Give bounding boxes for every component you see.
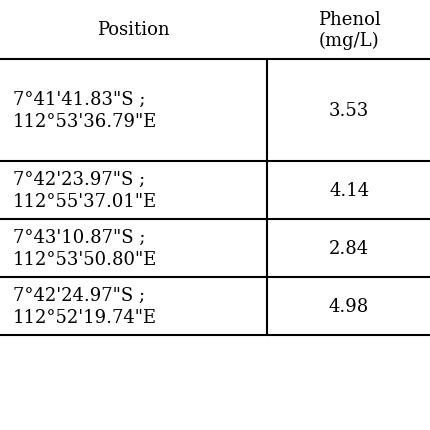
Text: 7°42'24.97"S ;
112°52'19.74"E: 7°42'24.97"S ; 112°52'19.74"E xyxy=(13,286,157,326)
Text: 7°43'10.87"S ;
112°53'50.80"E: 7°43'10.87"S ; 112°53'50.80"E xyxy=(13,228,157,268)
Text: 7°41'41.83"S ;
112°53'36.79"E: 7°41'41.83"S ; 112°53'36.79"E xyxy=(13,91,157,131)
Text: 3.53: 3.53 xyxy=(328,102,369,120)
Text: 4.14: 4.14 xyxy=(328,181,369,199)
Text: 2.84: 2.84 xyxy=(328,240,369,257)
Text: Position: Position xyxy=(97,21,169,39)
Text: 4.98: 4.98 xyxy=(328,298,369,315)
Text: 7°42'23.97"S ;
112°55'37.01"E: 7°42'23.97"S ; 112°55'37.01"E xyxy=(13,170,157,210)
Text: Phenol
(mg/L): Phenol (mg/L) xyxy=(317,11,380,49)
